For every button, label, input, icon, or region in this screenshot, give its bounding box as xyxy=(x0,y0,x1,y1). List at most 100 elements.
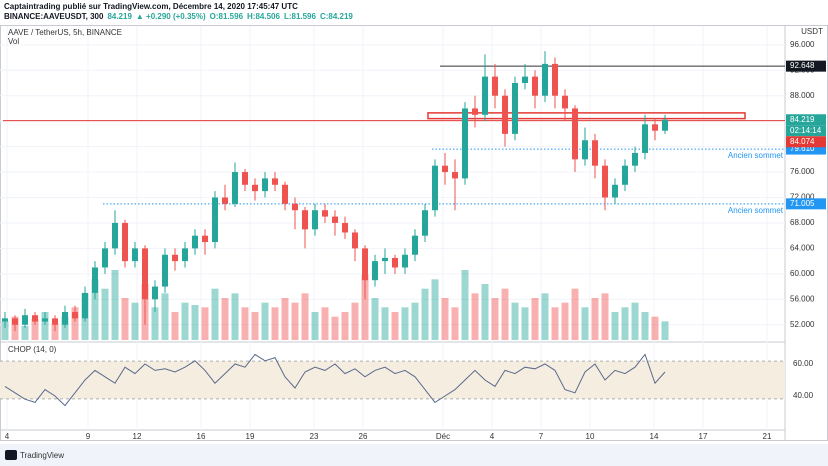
candle-body xyxy=(602,165,608,198)
last-price-tag-bg xyxy=(786,114,826,126)
candle-body xyxy=(22,315,28,325)
candle-body xyxy=(52,318,58,325)
volume-bar xyxy=(411,302,419,340)
candle-body xyxy=(192,235,198,249)
chop-tick-label: 40.00 xyxy=(793,391,814,400)
volume-bar xyxy=(431,279,439,340)
candle-body xyxy=(522,76,528,83)
x-tick-label: Déc xyxy=(436,432,450,441)
level-tag-bg xyxy=(786,198,826,210)
candle-body xyxy=(472,108,478,115)
y-tick-label: 56.000 xyxy=(790,294,815,303)
header-field: C:84.219 xyxy=(320,12,353,21)
candle-body xyxy=(562,95,568,109)
chart-title: AAVE / TetherUS, 5h, BINANCE xyxy=(8,28,122,37)
candle-body xyxy=(212,197,218,243)
candle-body xyxy=(452,172,458,179)
volume-bar xyxy=(121,298,129,340)
level-tag-bg xyxy=(786,143,826,155)
volume-bar xyxy=(301,293,309,340)
volume-bar xyxy=(401,307,409,340)
volume-bar xyxy=(421,288,429,340)
candle-body xyxy=(82,292,88,319)
candle-body xyxy=(442,165,448,173)
y-tick-label: 60.000 xyxy=(790,269,815,278)
chop-band xyxy=(0,361,785,399)
x-tick-label: 7 xyxy=(539,432,544,441)
level-note: Ancien sommet xyxy=(728,151,784,160)
volume-bar xyxy=(181,302,189,340)
volume-bar xyxy=(41,312,49,340)
candle-body xyxy=(112,222,118,249)
volume-bar xyxy=(251,312,259,340)
volume-bar xyxy=(51,323,59,340)
candle-body xyxy=(162,254,168,287)
volume-bar xyxy=(21,326,29,340)
x-tick-label: 16 xyxy=(197,432,206,441)
x-tick-label: 17 xyxy=(699,432,708,441)
volume-bar xyxy=(161,293,169,340)
candle-body xyxy=(32,315,38,322)
volume-bar xyxy=(171,312,179,340)
y-tick-label: 52.000 xyxy=(790,320,815,329)
volume-bar xyxy=(331,316,339,340)
y-tick-label: 72.000 xyxy=(790,193,815,202)
x-tick-label: 9 xyxy=(86,432,91,441)
candle-body xyxy=(322,210,328,217)
candle-body xyxy=(272,178,278,185)
resistance-zone xyxy=(427,112,746,120)
currency-label: USDT xyxy=(801,27,823,36)
level-tag-bg xyxy=(786,60,826,72)
footer-brand: TradingView xyxy=(20,451,64,460)
level-note: Ancien sommet xyxy=(728,206,784,215)
candle-body xyxy=(652,124,658,131)
volume-bar xyxy=(281,298,289,340)
x-tick-label: 12 xyxy=(133,432,142,441)
volume-bar xyxy=(651,316,659,340)
candle-body xyxy=(232,172,238,204)
x-tick-label: 10 xyxy=(586,432,595,441)
candle-body xyxy=(592,140,598,166)
candle-body xyxy=(172,254,178,262)
candle-body xyxy=(252,184,258,192)
footer-bar xyxy=(0,444,828,466)
volume-bar xyxy=(101,288,109,340)
candle-body xyxy=(392,257,398,268)
chop-tick-label: 60.00 xyxy=(793,359,814,368)
level-tag: 71.005 xyxy=(790,199,815,208)
volume-bar xyxy=(611,312,619,340)
candle-body xyxy=(572,108,578,160)
volume-bar xyxy=(131,302,139,340)
volume-bar xyxy=(211,288,219,340)
volume-bar xyxy=(571,288,579,340)
volume-bar xyxy=(361,274,369,340)
volume-bar xyxy=(351,302,359,340)
candle-body xyxy=(152,286,158,300)
candle-body xyxy=(532,76,538,96)
volume-bar xyxy=(451,307,459,340)
x-tick-label: 19 xyxy=(246,432,255,441)
volume-bar xyxy=(471,293,479,340)
candle-body xyxy=(642,124,648,153)
candle-body xyxy=(312,210,318,230)
volume-bar xyxy=(341,312,349,340)
volume-bar xyxy=(231,293,239,340)
candle-body xyxy=(622,165,628,185)
candle-body xyxy=(502,95,508,134)
candle-body xyxy=(462,108,468,179)
candle-body xyxy=(432,165,438,211)
candle-body xyxy=(582,140,588,160)
volume-bar xyxy=(541,293,549,340)
x-tick-label: 21 xyxy=(763,432,772,441)
candle-body xyxy=(372,261,378,281)
candle-body xyxy=(142,248,148,300)
candle-body xyxy=(482,76,488,115)
volume-bar xyxy=(641,312,649,340)
volume-bar xyxy=(311,312,319,340)
volume-bar xyxy=(61,316,69,340)
volume-bar xyxy=(591,298,599,340)
candle-body xyxy=(332,216,338,223)
header-field: O:81.596 xyxy=(210,12,244,21)
candle-body xyxy=(72,312,78,319)
volume-label: Vol xyxy=(8,37,19,46)
